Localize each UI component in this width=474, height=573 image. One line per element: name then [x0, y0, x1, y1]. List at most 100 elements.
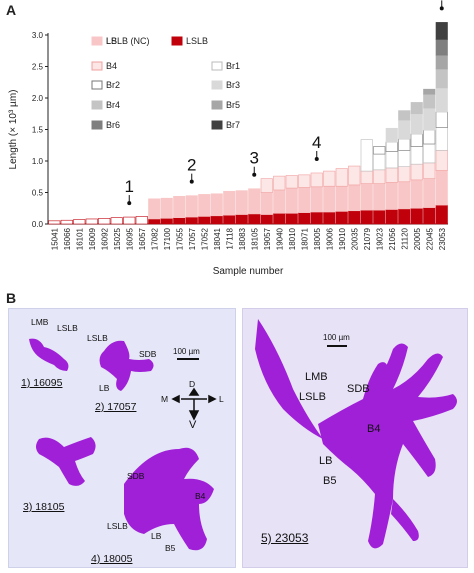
tissue-shape-18005 — [124, 447, 214, 551]
x-axis-title: Sample number — [213, 266, 284, 277]
bar-segment — [435, 22, 448, 40]
x-tick-label: 20035 — [350, 227, 359, 250]
bar-segment — [398, 119, 411, 140]
x-tick-label: 16009 — [88, 227, 97, 250]
label-p1-lmb: LMB — [31, 317, 49, 327]
panel-b-letter: B — [6, 290, 17, 306]
label-p4-lb: LB — [151, 531, 162, 541]
caption-4: 4) 18005 — [91, 553, 133, 565]
bar-segment — [423, 107, 436, 131]
label-p2-sdb: SDB — [139, 349, 157, 359]
bar-segment — [423, 88, 436, 95]
chart-callouts: 1 2 3 4 5 — [125, 0, 446, 206]
bar-segment — [410, 113, 423, 135]
bar-segment — [435, 54, 448, 70]
caption-2: 2) 17057 — [95, 401, 137, 413]
bar-segment — [423, 143, 436, 164]
bar-segment — [435, 39, 448, 56]
caption-3: 3) 18105 — [23, 501, 65, 513]
bar-segment — [360, 170, 373, 184]
x-tick-label: 21056 — [388, 227, 397, 250]
x-tick-label: 19023 — [375, 227, 384, 250]
bar-segment — [335, 168, 348, 187]
bar-segment — [173, 195, 186, 218]
x-tick-label: 16095 — [125, 227, 134, 250]
x-tick-label: 18071 — [300, 227, 309, 250]
tissue-shape-17057 — [99, 340, 154, 391]
bar-segment — [310, 211, 323, 225]
y-tick-label: 2.5 — [32, 63, 44, 72]
y-tick-label: 0.0 — [32, 220, 44, 229]
bar-segment — [385, 151, 398, 169]
legend-swatch — [91, 80, 103, 90]
bar-segment — [435, 111, 448, 128]
x-tick-label: 18005 — [313, 227, 322, 250]
bar-segment — [298, 187, 311, 213]
bar-segment — [423, 207, 436, 225]
bar-segment — [185, 216, 198, 225]
bar-segment — [398, 181, 411, 210]
bar-segment — [360, 139, 373, 172]
legend-swatch — [211, 80, 223, 90]
legend-swatch — [171, 36, 183, 46]
branch-rendering-23053 — [255, 319, 457, 549]
bar-segment — [298, 174, 311, 188]
bar-segment — [210, 193, 223, 217]
bar-segment — [435, 204, 448, 225]
bar-segment — [223, 190, 236, 216]
x-tick-label: 18010 — [288, 227, 297, 250]
legend-label: LSLB (NC) — [106, 36, 150, 46]
bar-segment — [248, 213, 261, 225]
legend-swatch — [91, 36, 103, 46]
bar-segment — [385, 127, 398, 143]
bar-segment — [435, 170, 448, 206]
x-tick-label: 19010 — [338, 227, 347, 250]
callout-label: 5 — [437, 0, 446, 1]
legend-label: Br2 — [106, 80, 120, 90]
bar-segment — [410, 102, 423, 115]
bar-segment — [335, 185, 348, 212]
label-p5-lslb: LSLB — [299, 391, 326, 403]
caption-1: 1) 16095 — [21, 377, 63, 389]
bar-segment — [98, 218, 111, 225]
bar-segment — [410, 133, 423, 147]
bar-segment — [273, 175, 286, 191]
bar-segment — [423, 162, 436, 179]
x-tick-label: 18041 — [213, 227, 222, 250]
bar-segment — [373, 169, 386, 184]
bar-segment — [285, 212, 298, 225]
bar-segment — [173, 217, 186, 225]
bar-segment — [348, 165, 361, 186]
legend-swatch — [91, 100, 103, 110]
bar-segment — [373, 153, 386, 171]
x-tick-label: 21079 — [363, 227, 372, 250]
legend-swatch — [211, 61, 223, 71]
bar-segment — [398, 138, 411, 151]
legend-label: Br5 — [226, 100, 240, 110]
compass-arrows — [171, 387, 217, 421]
bar-segment — [373, 146, 386, 155]
bar-segment — [410, 163, 423, 181]
label-p4-b5: B5 — [165, 543, 176, 553]
branch-renderings-left — [29, 338, 217, 551]
x-tick-label: 20005 — [413, 227, 422, 250]
x-tick-label: 16101 — [75, 227, 84, 250]
tissue-shape-16095 — [29, 338, 69, 371]
label-p4-b4: B4 — [195, 491, 206, 501]
bar-segment — [210, 215, 223, 225]
bar-segment — [410, 146, 423, 165]
bar-segment — [398, 110, 411, 121]
y-tick-label: 2.0 — [32, 94, 44, 103]
bar-segment — [273, 189, 286, 214]
bar-segment — [360, 183, 373, 211]
x-tick-label: 17118 — [225, 227, 234, 249]
scale-label-left: 100 µm — [173, 347, 200, 356]
bar-segment — [160, 197, 173, 219]
bar-segment — [285, 175, 298, 189]
compass-d: D — [189, 379, 196, 389]
bar-segment — [273, 212, 286, 225]
x-tick-label: 23053 — [438, 227, 447, 250]
chart-legend: LSLB (NC) LSLB LB B4 Br1 Br2 Br3 Br4 Br5 Br6 Br7 — [91, 36, 240, 130]
legend-label: Br1 — [226, 61, 240, 71]
label-p4-lslb: LSLB — [107, 521, 128, 531]
